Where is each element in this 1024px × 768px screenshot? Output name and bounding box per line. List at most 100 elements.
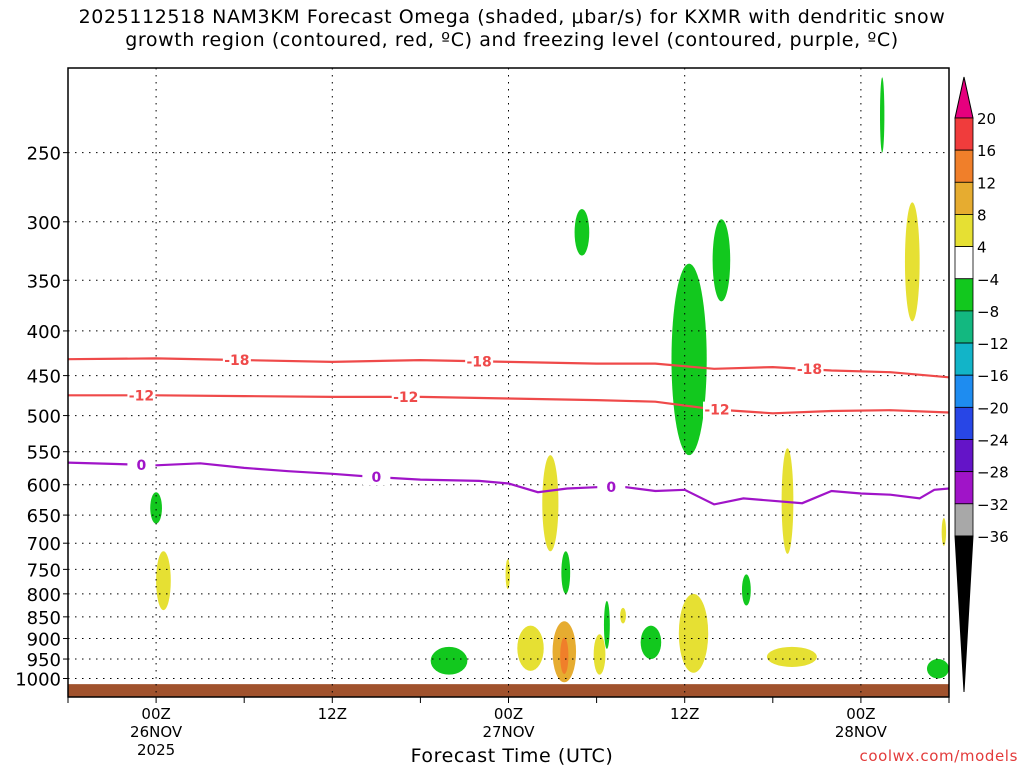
omega-downward-17 — [678, 593, 709, 673]
contour-label-bg--18-1 — [465, 353, 494, 370]
contour-label--12-2: -12 — [704, 403, 729, 419]
colorbar-bottom-arrow — [954, 535, 974, 693]
omega-upward-1 — [430, 646, 468, 675]
plot-background — [68, 68, 949, 697]
x-tick-label-30-1: 27NOV — [482, 723, 535, 741]
x-tick-label-42-0: 12Z — [670, 705, 699, 723]
x-tick-label-54-1: 28NOV — [835, 723, 888, 741]
colorbar-swatch-4 — [954, 246, 974, 280]
colorbar-swatch-0 — [954, 117, 974, 151]
contour-label-bg-0-1 — [362, 469, 391, 486]
y-axis: 2503003504004505005506006507007508008509… — [15, 144, 68, 690]
colorbar-swatch-5 — [954, 278, 974, 312]
contour-label-0-1: 0 — [371, 470, 381, 486]
colorbar-label-9: −20 — [977, 399, 1009, 417]
omega-downward-22 — [941, 517, 947, 546]
colorbar-label-12: −32 — [977, 496, 1009, 514]
y-tick-label-600: 600 — [27, 476, 61, 497]
omega-downward-11 — [156, 551, 171, 611]
y-tick-label-350: 350 — [27, 271, 61, 292]
omega-downward-21 — [505, 559, 510, 590]
colorbar-label-4: 4 — [977, 239, 987, 257]
contour-label--18-2: -18 — [797, 362, 822, 378]
omega-upward-0 — [150, 492, 162, 524]
contour-label--12-1: -12 — [393, 390, 418, 406]
omega-upward-2 — [574, 208, 590, 256]
omega-downward-19 — [766, 646, 817, 667]
colorbar-swatch-7 — [954, 342, 974, 376]
colorbar-label-8: −16 — [977, 367, 1009, 385]
x-tick-label-54-0: 00Z — [846, 705, 875, 723]
terrain-fill — [68, 684, 949, 697]
terrain-band — [68, 684, 949, 697]
contour-label-bg--12-1 — [391, 388, 420, 405]
colorbar-top-arrow — [954, 76, 974, 119]
colorbar-swatch-3 — [954, 214, 974, 247]
omega-downward-20 — [904, 202, 920, 322]
x-tick-label-6-0: 00Z — [141, 705, 170, 723]
contour-label-bg-0-0 — [127, 456, 156, 473]
colorbar-swatch-8 — [954, 374, 974, 408]
y-tick-label-450: 450 — [27, 367, 61, 388]
contour-label--18-1: -18 — [466, 354, 491, 370]
omega-downward-13 — [517, 625, 544, 671]
colorbar-label-5: −4 — [977, 271, 999, 289]
contour-label--12-0: -12 — [129, 388, 154, 404]
omega-downward-12 — [542, 455, 559, 552]
omega-shading — [150, 77, 949, 683]
colorbar-label-1: 16 — [977, 142, 996, 160]
y-tick-label-900: 900 — [27, 630, 61, 651]
chart-title: 2025112518 NAM3KM Forecast Omega (shaded… — [0, 6, 1024, 52]
omega-upward-5 — [712, 219, 731, 302]
colorbar-label-0: 20 — [977, 110, 996, 128]
contour-label-bg--18-0 — [222, 351, 251, 368]
contour-label-bg-0-2 — [597, 479, 626, 496]
colorbar-swatch-12 — [954, 503, 974, 537]
x-tick-label-18-0: 12Z — [318, 705, 347, 723]
chart-title-line-1: 2025112518 NAM3KM Forecast Omega (shaded… — [78, 6, 946, 28]
contour-label-bg--12-0 — [127, 387, 156, 404]
omega-upward-4 — [671, 263, 707, 456]
colorbar-label-6: −8 — [977, 303, 999, 321]
omega-downward-16 — [620, 607, 626, 624]
colorbar-swatch-9 — [954, 406, 974, 440]
omega-upward-3 — [561, 551, 571, 594]
omega-downward-15 — [593, 634, 606, 675]
y-tick-label-550: 550 — [27, 443, 61, 464]
x-axis-label: Forecast Time (UTC) — [410, 745, 614, 767]
contour-line-freezing-0 — [68, 461, 949, 506]
y-tick-label-500: 500 — [27, 407, 61, 428]
contour-label-0-2: 0 — [606, 480, 616, 496]
colorbar-label-10: −24 — [977, 432, 1009, 450]
omega-core-14 — [560, 637, 569, 675]
y-tick-label-850: 850 — [27, 608, 61, 629]
colorbar-label-13: −36 — [977, 528, 1009, 546]
colorbar: 20 16 12 8 4 −4 −8 −12 −16 −20 −24 −28 −32 −36 — [954, 76, 1009, 693]
colorbar-swatch-2 — [954, 181, 974, 215]
colorbar-swatch-10 — [954, 439, 974, 473]
x-tick-label-30-0: 00Z — [494, 705, 523, 723]
omega-upward-7 — [640, 625, 662, 660]
y-tick-label-300: 300 — [27, 213, 61, 234]
y-tick-label-750: 750 — [27, 560, 61, 581]
contour-line-dendritic--12 — [68, 394, 949, 415]
contour-label-bg--18-2 — [795, 361, 824, 378]
source-credit: coolwx.com/models — [859, 747, 1018, 765]
colorbar-label-7: −12 — [977, 335, 1009, 353]
colorbar-label-2: 12 — [977, 174, 996, 192]
y-tick-label-700: 700 — [27, 534, 61, 555]
y-tick-label-1000: 1000 — [15, 669, 61, 690]
omega-upward-9 — [879, 77, 885, 153]
colorbar-label-3: 8 — [977, 206, 987, 224]
omega-upward-10 — [926, 659, 949, 679]
chart-title-line-2: growth region (contoured, red, ºC) and f… — [125, 29, 899, 51]
colorbar-swatch-11 — [954, 471, 974, 505]
contour-label--18-0: -18 — [224, 353, 249, 369]
temperature-contours: -18 -18 -18 -12 -12 -12 0 0 0 — [68, 351, 949, 506]
contour-label-0-0: 0 — [137, 458, 147, 474]
y-tick-label-800: 800 — [27, 585, 61, 606]
x-tick-label-6-1: 26NOV — [130, 723, 183, 741]
omega-upward-8 — [741, 574, 751, 606]
